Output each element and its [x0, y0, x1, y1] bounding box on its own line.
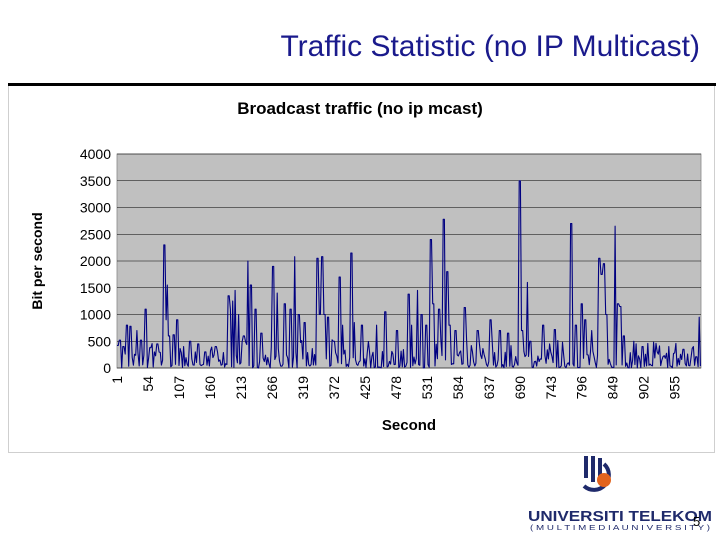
x-tick-label: 1 — [109, 376, 125, 384]
series-line — [117, 180, 701, 369]
x-tick-label: 531 — [419, 376, 435, 400]
y-tick-label: 2000 — [80, 253, 111, 269]
x-tick-labels: 1 54 107 160 213 266 319 372 425 478 531 584 637 690 7… — [109, 376, 683, 400]
x-tick-label: 478 — [388, 376, 404, 400]
x-tick-label: 796 — [574, 376, 590, 400]
page-number: 5 — [693, 514, 701, 529]
x-tick-label: 213 — [233, 376, 249, 400]
x-tick-label: 266 — [264, 376, 280, 400]
y-tick-label: 4000 — [80, 146, 111, 162]
universiti-telekom-logo: UNIVERSITI TELEKOM ( M U L T I M E D I A… — [528, 456, 712, 532]
x-tick-label: 107 — [171, 376, 187, 400]
logo-emblem-icon — [582, 456, 611, 492]
x-tick-label: 54 — [140, 376, 156, 392]
y-tick-label: 1000 — [80, 307, 111, 323]
y-tick-label: 2500 — [80, 226, 111, 242]
slide-title: Traffic Statistic (no IP Multicast) — [280, 30, 700, 63]
y-tick-label: 3500 — [80, 173, 111, 189]
x-tick-label: 902 — [636, 376, 652, 400]
x-tick-label: 743 — [543, 376, 559, 400]
y-tick-label: 500 — [88, 333, 112, 349]
x-tick-label: 690 — [512, 376, 528, 400]
y-tick-label: 1500 — [80, 280, 111, 296]
x-axis-label: Second — [382, 417, 436, 434]
x-tick-label: 319 — [295, 376, 311, 400]
logo-name: UNIVERSITI TELEKOM — [528, 508, 712, 525]
x-tick-label: 372 — [326, 376, 342, 400]
gridlines — [117, 153, 701, 369]
x-tick-label: 849 — [605, 376, 621, 400]
y-tick-labels: 0 500 1000 1500 2000 2500 3000 3500 4000 — [80, 146, 111, 376]
title-divider — [8, 83, 716, 86]
y-tick-label: 3000 — [80, 200, 111, 216]
x-tick-label: 160 — [202, 376, 218, 400]
y-tick-label: 0 — [103, 360, 111, 376]
y-axis-label: Bit per second — [29, 212, 45, 309]
chart-title: Broadcast traffic (no ip mcast) — [237, 99, 483, 118]
x-tick-label: 425 — [357, 376, 373, 400]
x-tick-label: 584 — [450, 376, 466, 400]
chart-panel: Broadcast traffic (no ip mcast) 0 500 1000… — [8, 86, 715, 453]
broadcast-traffic-chart: Broadcast traffic (no ip mcast) 0 500 1000… — [29, 99, 702, 434]
x-tick-label: 955 — [667, 376, 683, 400]
x-tick-label: 637 — [481, 376, 497, 400]
logo-subtitle: ( M U L T I M E D I A U N I V E R S I T … — [530, 525, 710, 532]
